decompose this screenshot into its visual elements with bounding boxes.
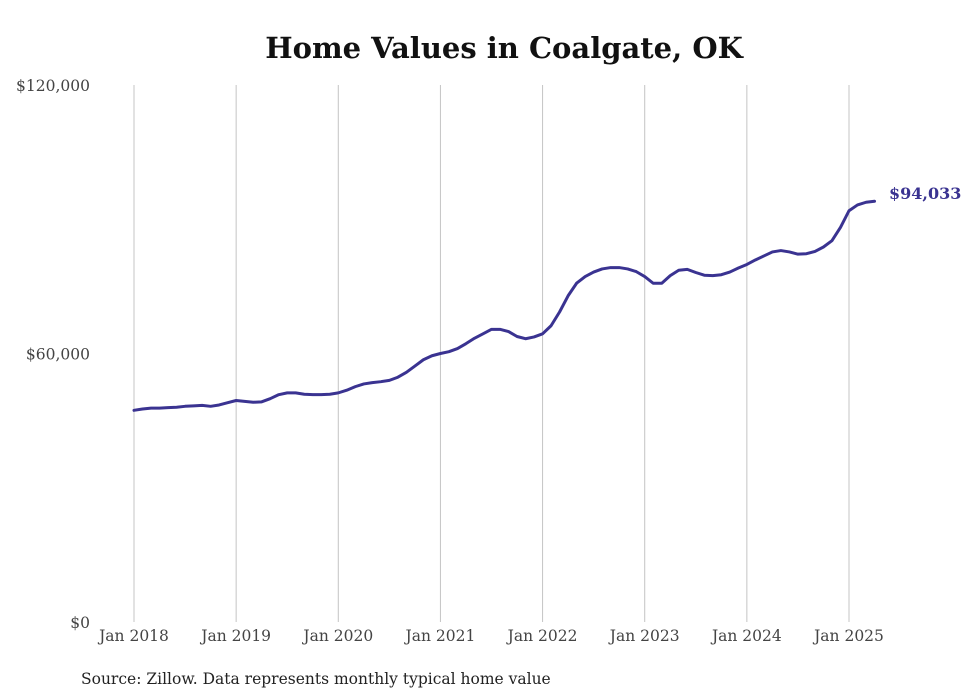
grid-lines <box>133 85 850 622</box>
chart-title: Home Values in Coalgate, OK <box>265 31 744 65</box>
x-tick-label: Jan 2021 <box>404 627 476 645</box>
y-tick-label: $120,000 <box>16 77 90 95</box>
x-tick-label: Jan 2022 <box>506 627 578 645</box>
y-axis-tick-labels: $0 $60,000 $120,000 <box>16 77 90 632</box>
latest-value-label: $94,033 <box>889 184 961 203</box>
x-tick-label: Jan 2020 <box>301 627 373 645</box>
home-value-line <box>132 199 877 412</box>
x-tick-label: Jan 2018 <box>97 627 169 645</box>
x-tick-label: Jan 2024 <box>710 627 782 645</box>
source-note: Source: Zillow. Data represents monthly … <box>81 670 551 688</box>
x-tick-label: Jan 2019 <box>199 627 271 645</box>
x-axis-tick-labels: Jan 2018 Jan 2019 Jan 2020 Jan 2021 Jan 2022… <box>97 627 884 645</box>
y-tick-label: $60,000 <box>26 346 90 364</box>
x-tick-label: Jan 2025 <box>812 627 884 645</box>
x-tick-label: Jan 2023 <box>608 627 680 645</box>
y-tick-label: $0 <box>70 614 90 632</box>
